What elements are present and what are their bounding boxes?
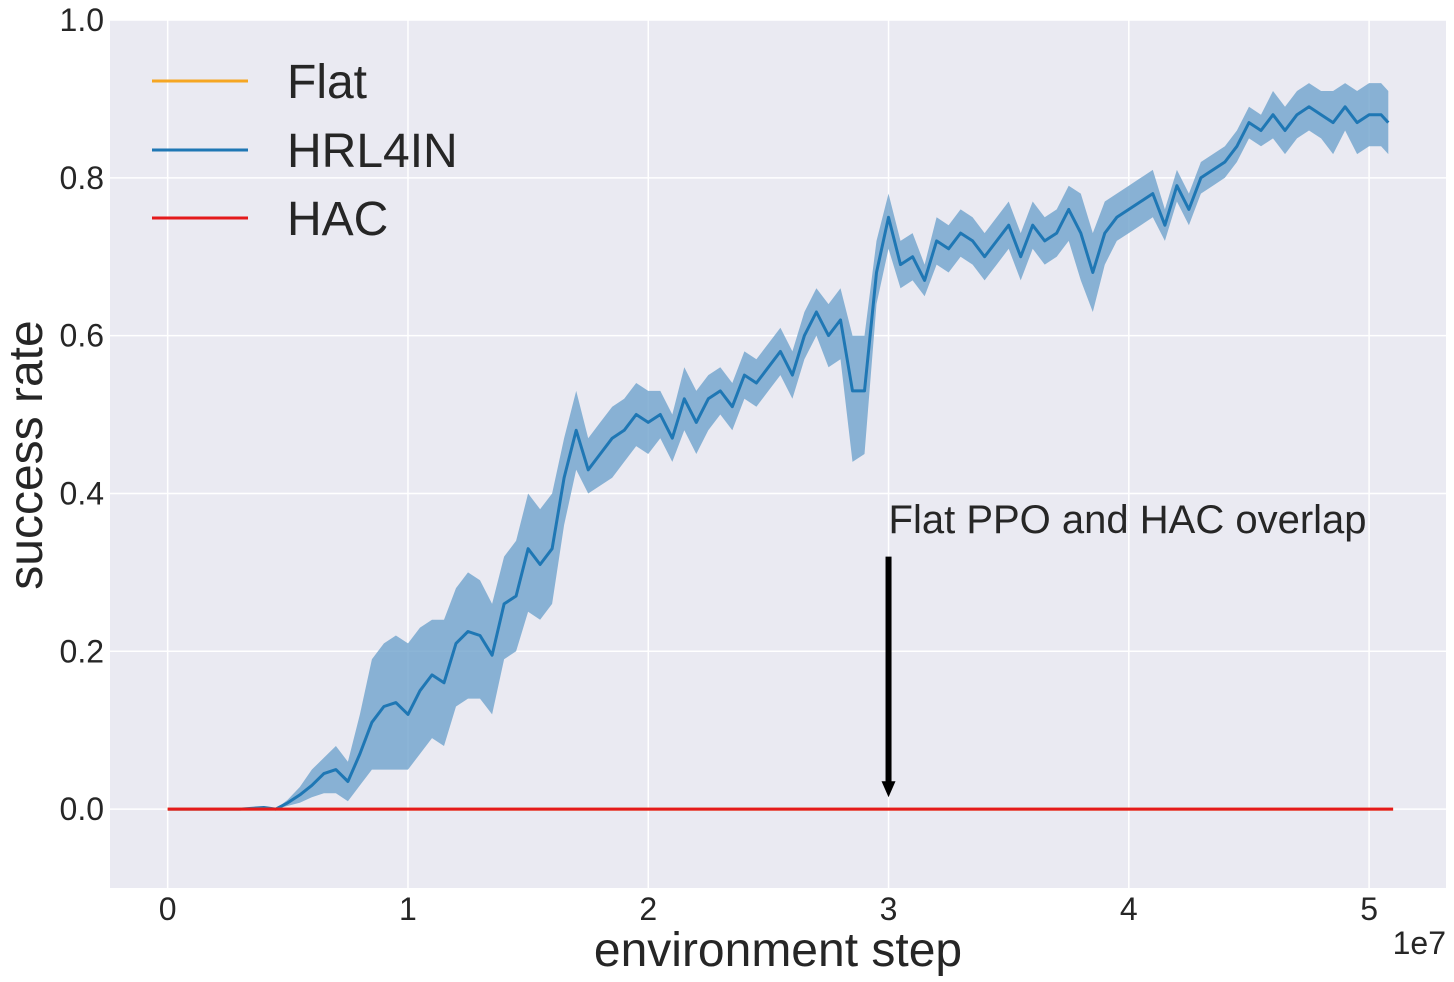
legend-label-hrl4in: HRL4IN	[287, 125, 458, 178]
y-tick-label-3: 0.6	[60, 318, 104, 354]
hrl4in-line	[167, 105, 1390, 811]
x-offset-label: 1e7	[1393, 925, 1446, 961]
y-tick-label-1: 0.2	[60, 633, 104, 669]
y-tick-label-2: 0.4	[60, 475, 104, 511]
x-tick-labels: 0 1 2 3 4 5	[159, 891, 1378, 927]
y-axis-title: success rate	[0, 320, 53, 589]
y-tick-label-5: 1.0	[60, 2, 104, 38]
x-tick-label-3: 3	[880, 891, 898, 927]
x-tick-label-1: 1	[399, 891, 417, 927]
x-tick-label-4: 4	[1120, 891, 1138, 927]
x-tick-label-5: 5	[1360, 891, 1378, 927]
x-tick-label-0: 0	[159, 891, 177, 927]
annotation-text: Flat PPO and HAC overlap	[889, 498, 1367, 542]
legend-label-flat: Flat	[287, 56, 367, 109]
x-tick-label-2: 2	[639, 891, 657, 927]
annotation: Flat PPO and HAC overlap	[881, 498, 1367, 798]
legend: Flat HRL4IN HAC	[152, 56, 458, 246]
x-axis-title: environment step	[594, 924, 962, 977]
y-tick-label-4: 0.8	[60, 160, 104, 196]
hrl4in-band-layer	[167, 83, 1389, 810]
legend-label-hac: HAC	[287, 193, 388, 246]
y-tick-labels: 0.0 0.2 0.4 0.6 0.8 1.0	[60, 2, 104, 827]
annotation-arrow-head	[881, 781, 896, 798]
hrl4in-band	[167, 83, 1389, 810]
series-lines	[167, 105, 1394, 811]
y-tick-label-0: 0.0	[60, 791, 104, 827]
